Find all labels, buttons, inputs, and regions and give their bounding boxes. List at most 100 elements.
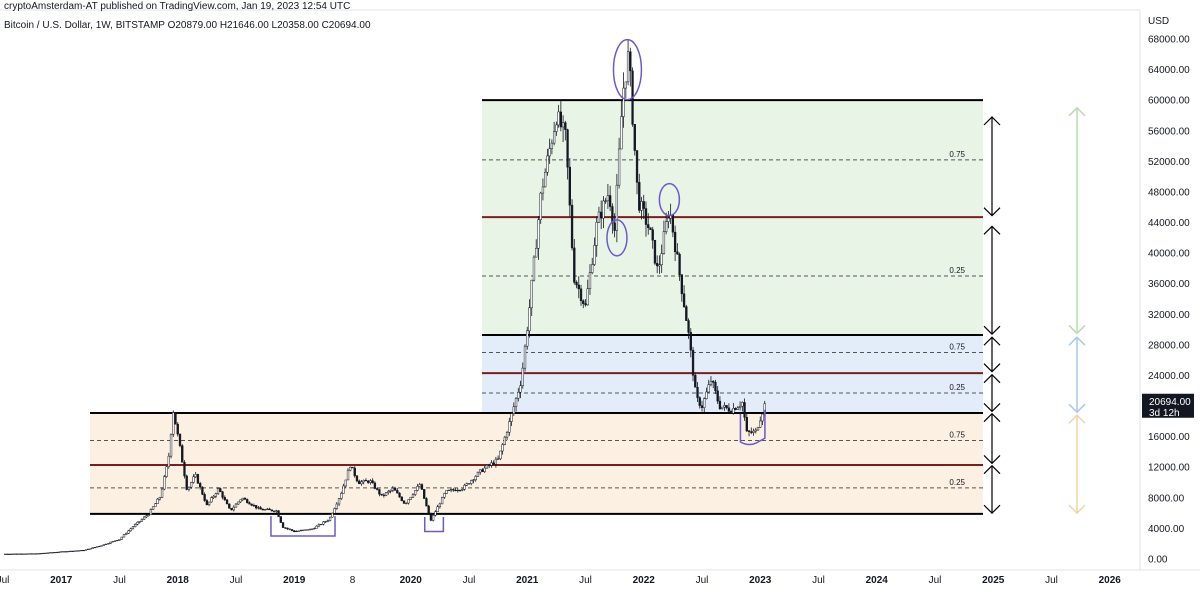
candle-body — [429, 513, 433, 521]
candle-body — [313, 528, 316, 530]
candle-body — [432, 515, 435, 521]
candle-body — [528, 307, 531, 332]
candle-body — [290, 529, 294, 531]
candle-body — [532, 256, 536, 281]
candle-body — [496, 458, 500, 460]
candle-body — [165, 466, 168, 477]
candle-body — [80, 550, 83, 552]
candle-body — [452, 489, 455, 491]
candle-body — [548, 148, 551, 157]
candle-body — [205, 500, 209, 506]
candle-body — [530, 279, 533, 309]
candle-body — [615, 184, 619, 231]
candle-body — [263, 509, 267, 511]
candle-body — [519, 385, 522, 393]
candle-body — [550, 142, 554, 149]
candle-body — [658, 264, 661, 267]
candle-body — [149, 509, 153, 516]
candle-body — [156, 498, 159, 504]
candle-body — [26, 553, 29, 555]
candle-body — [107, 543, 110, 545]
candle-body — [597, 211, 601, 223]
fib-level-label: 0.25 — [949, 383, 965, 392]
candle-body — [499, 450, 502, 460]
candle-body — [86, 548, 90, 551]
candle-body — [725, 405, 728, 409]
candle-body — [454, 489, 457, 492]
candle-body — [145, 515, 148, 518]
time-tick-label: Jul — [579, 575, 592, 586]
range-arrow-low-upper-head-up — [983, 412, 1001, 423]
candle-body — [53, 552, 56, 554]
candle-body — [552, 131, 556, 144]
last-price-box — [1142, 393, 1194, 418]
candle-body — [712, 381, 715, 383]
candle-body — [185, 475, 188, 490]
candle-body — [84, 549, 88, 551]
range-arrow-mid-upper-head-down — [983, 363, 1001, 373]
candle-body — [624, 81, 627, 89]
time-axis[interactable]: Jul 2017 Jul 2018 Jul 2019 8 2020 Jul 2021 Jul 2022… — [0, 575, 1121, 586]
lower-high-circle — [658, 182, 681, 217]
candle-body — [483, 467, 486, 472]
price-tick-label: 52000.00 — [1148, 157, 1190, 168]
candle-body — [239, 499, 242, 503]
candle-body — [375, 488, 379, 490]
candle-body — [102, 544, 105, 546]
time-tick-label: 8 — [350, 575, 356, 586]
candle-body — [116, 540, 119, 542]
candle-body — [508, 421, 511, 433]
candle-body — [521, 367, 524, 386]
candle-body — [248, 502, 251, 505]
candle-body — [64, 551, 67, 553]
candle-body — [671, 214, 675, 233]
candle-body — [378, 489, 381, 495]
candle-body — [411, 494, 415, 498]
candle-body — [391, 487, 394, 491]
candle-body — [676, 251, 679, 255]
time-tick-label: 2025 — [982, 575, 1005, 586]
candle-body — [98, 545, 101, 548]
candle-body — [17, 553, 20, 555]
candle-body — [642, 201, 645, 209]
blue-zone-arrow-head-up — [1068, 336, 1086, 346]
candle-body — [358, 480, 361, 485]
time-tick-label: Jul — [230, 575, 243, 586]
candle-body — [216, 488, 220, 494]
candle-body — [172, 412, 175, 435]
candle-body — [319, 524, 323, 526]
candle-body — [367, 480, 370, 483]
candle-body — [203, 494, 206, 501]
candle-body — [698, 397, 701, 406]
candle-body — [761, 413, 764, 422]
candle-body — [756, 427, 760, 431]
candle-body — [73, 550, 76, 552]
candle-body — [573, 247, 576, 283]
time-tick-label: Jul — [929, 575, 942, 586]
candle-body — [503, 436, 506, 445]
time-tick-label: Jul — [113, 575, 126, 586]
green-zone-arrow-head-up — [1068, 106, 1086, 117]
candle-body — [427, 505, 430, 514]
candle-body — [140, 518, 144, 522]
candle-body — [129, 528, 132, 532]
candle-body — [66, 551, 70, 553]
candle-body — [28, 553, 32, 555]
candle-body — [662, 231, 666, 254]
candle-body — [638, 182, 641, 211]
price-axis[interactable]: 68000.00 64000.00 60000.00 56000.00 52000.00… — [1148, 35, 1190, 566]
candle-body — [225, 499, 229, 505]
candle-body — [100, 545, 103, 547]
candle-body — [4, 553, 7, 555]
candle-body — [700, 405, 704, 408]
candle-body — [389, 489, 392, 492]
candle-body — [384, 492, 388, 496]
candle-body — [288, 528, 291, 530]
candle-body — [82, 550, 85, 552]
candle-body — [665, 221, 668, 232]
candle-body — [680, 274, 683, 295]
candle-body — [241, 497, 244, 501]
candle-body — [295, 530, 298, 533]
candle-body — [349, 466, 352, 471]
